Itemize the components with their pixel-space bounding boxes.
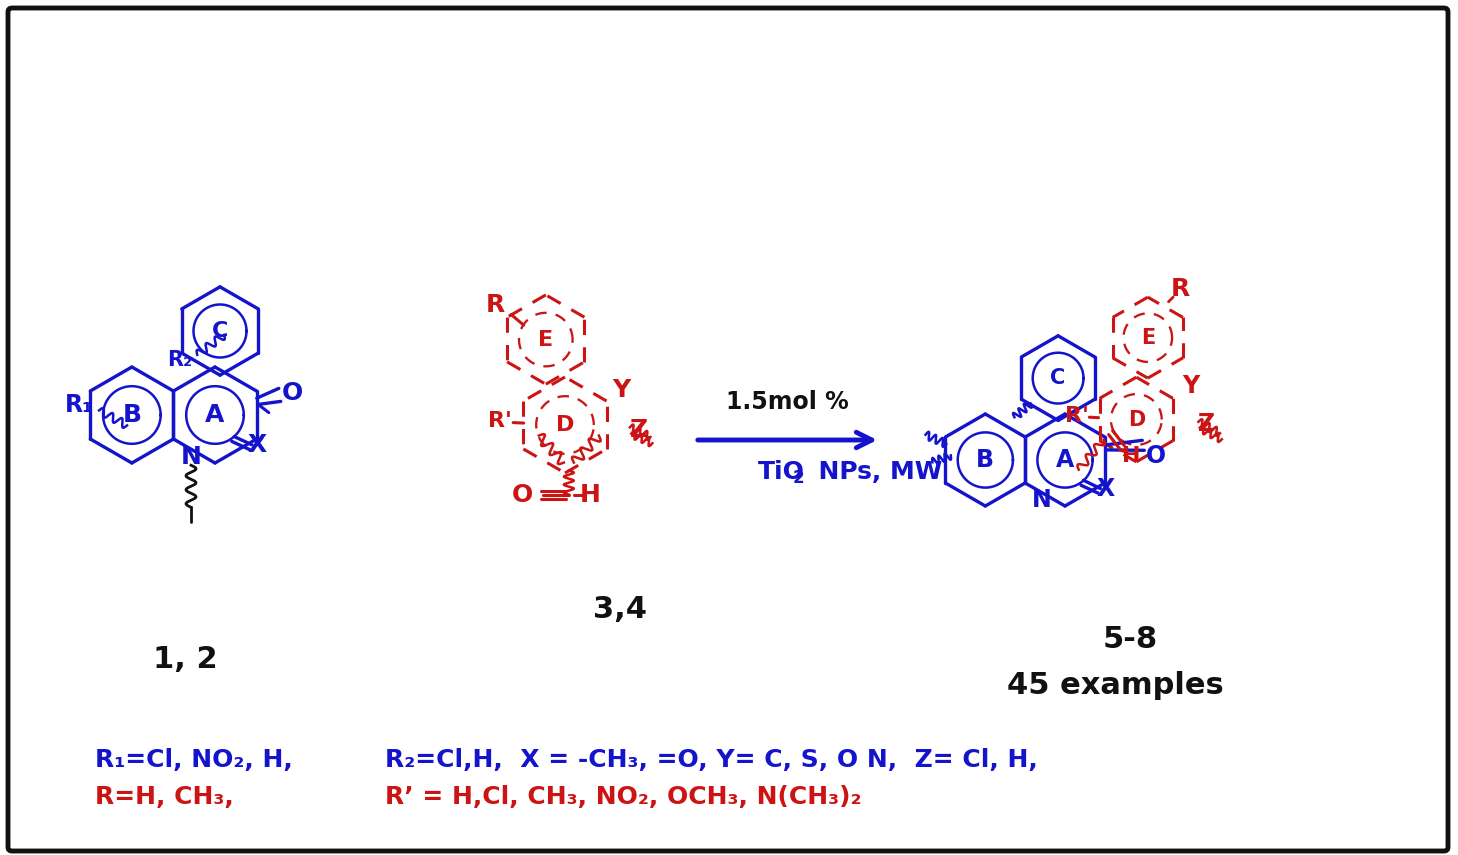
Text: R₁=Cl, NO₂, H,: R₁=Cl, NO₂, H,	[95, 748, 293, 772]
Text: D: D	[1127, 410, 1145, 429]
Text: 1.5mol %: 1.5mol %	[726, 390, 849, 414]
Text: R': R'	[1064, 406, 1089, 426]
Text: 45 examples: 45 examples	[1006, 670, 1223, 699]
Text: X: X	[1096, 476, 1114, 500]
Text: Z: Z	[1197, 412, 1215, 436]
Text: O: O	[283, 381, 303, 405]
Text: N: N	[1032, 488, 1051, 512]
Text: Y: Y	[1182, 374, 1198, 398]
Text: R’ = H,Cl, CH₃, NO₂, OCH₃, N(CH₃)₂: R’ = H,Cl, CH₃, NO₂, OCH₃, N(CH₃)₂	[385, 785, 862, 809]
Text: Z: Z	[630, 418, 649, 442]
Text: A: A	[206, 403, 225, 427]
Text: R₂=Cl,H,  X = -CH₃, =O, Y= C, S, O N,  Z= Cl, H,: R₂=Cl,H, X = -CH₃, =O, Y= C, S, O N, Z= …	[385, 748, 1038, 772]
Text: H: H	[580, 482, 601, 507]
Text: C: C	[1050, 369, 1066, 388]
Text: R=H, CH₃,: R=H, CH₃,	[95, 785, 233, 809]
Text: 1, 2: 1, 2	[153, 646, 217, 675]
Text: 3,4: 3,4	[593, 595, 647, 624]
Text: R: R	[486, 293, 504, 317]
Text: A: A	[1056, 448, 1075, 472]
Text: R₁: R₁	[64, 393, 93, 417]
Text: TiO: TiO	[758, 460, 805, 484]
Text: B: B	[122, 403, 141, 427]
Text: H: H	[1123, 446, 1142, 466]
Text: R: R	[1171, 277, 1190, 301]
Text: C: C	[211, 321, 229, 341]
Text: R': R'	[488, 411, 512, 431]
Text: O: O	[1146, 445, 1166, 469]
Text: 2: 2	[793, 469, 805, 487]
Text: 5-8: 5-8	[1102, 626, 1158, 654]
Text: B: B	[977, 448, 994, 472]
Text: Y: Y	[612, 379, 631, 403]
Text: N: N	[181, 445, 201, 469]
Text: D: D	[555, 415, 574, 435]
Text: E: E	[1140, 327, 1155, 348]
Text: R₂: R₂	[166, 350, 192, 370]
Text: X: X	[248, 433, 267, 457]
Text: O: O	[512, 482, 534, 507]
Text: E: E	[538, 329, 554, 350]
Text: NPs, MW: NPs, MW	[802, 460, 943, 484]
